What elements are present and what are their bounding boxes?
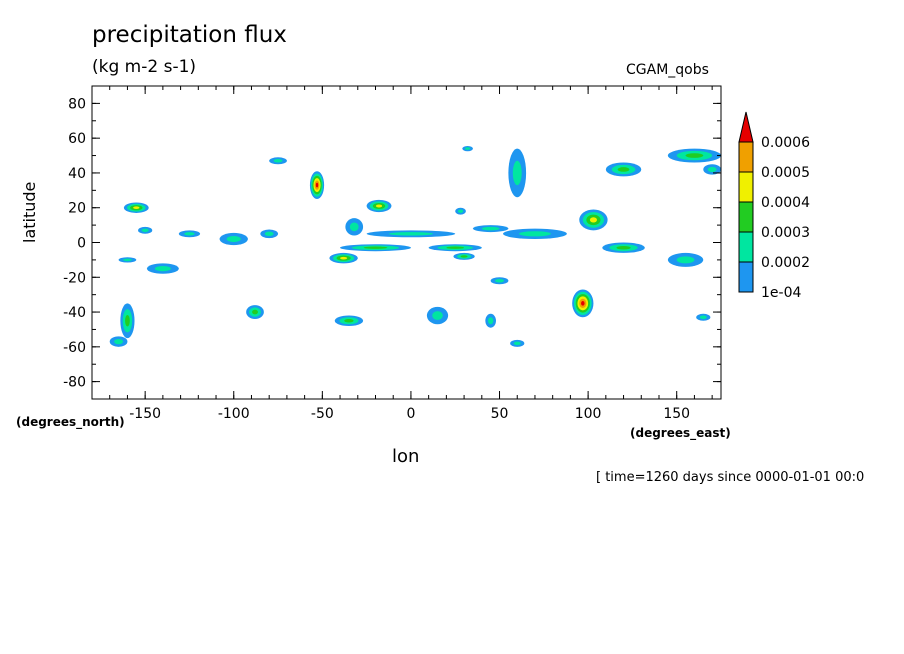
x-tick-label: -150 — [129, 406, 161, 422]
y-tick-label: 20 — [68, 201, 86, 217]
contour-region-25-1 — [707, 166, 717, 173]
contour-region-19-3 — [589, 217, 597, 223]
source-label: CGAM_qobs — [626, 62, 709, 78]
plot-frame — [91, 85, 722, 400]
time-info: [ time=1260 days since 0000-01-01 00:0 — [596, 470, 865, 485]
legend-label: 1e-04 — [761, 285, 801, 301]
contour-region-9-3 — [375, 204, 383, 208]
legend-label: 0.0002 — [761, 255, 810, 271]
x-tick-label: 0 — [406, 406, 415, 422]
contour-region-11-1 — [388, 232, 434, 236]
x-coord-label: (degrees_east) — [630, 426, 731, 440]
legend-label: 0.0005 — [761, 165, 810, 181]
contour-region-26-1 — [495, 279, 504, 283]
y-tick-label: -60 — [63, 340, 86, 356]
contour-region-10-1 — [349, 222, 359, 232]
contour-region-14-2 — [446, 246, 465, 249]
contour-region-20-5 — [581, 301, 585, 306]
contour-region-6-1 — [264, 231, 274, 236]
contour-region-2-1 — [123, 258, 132, 262]
contour-region-12-2 — [363, 246, 388, 249]
contour-region-33-1 — [513, 341, 521, 346]
contour-region-15-2 — [460, 255, 468, 258]
legend-arrow — [738, 111, 754, 143]
x-axis-label: lon — [392, 446, 420, 467]
contour-region-34-1 — [464, 147, 471, 150]
contour-region-3-1 — [154, 265, 171, 272]
contour-region-27-2 — [125, 314, 130, 327]
contour-region-30-2 — [344, 319, 354, 323]
contour-region-31-1 — [432, 311, 443, 320]
contour-region-0-3 — [133, 206, 140, 210]
legend-swatch — [738, 261, 754, 293]
contour-region-32-1 — [488, 317, 494, 325]
contour-region-1-1 — [141, 228, 149, 233]
x-tick-label: 100 — [575, 406, 602, 422]
contour-region-13-3 — [340, 256, 348, 260]
legend-label: 0.0006 — [761, 135, 810, 151]
contour-region-17-1 — [519, 231, 551, 237]
contour-region-18-1 — [512, 160, 522, 186]
contour-region-28-1 — [114, 339, 124, 345]
y-tick-label: 40 — [68, 166, 86, 182]
legend-swatch — [738, 171, 754, 203]
legend-swatch — [738, 201, 754, 233]
contour-region-22-1 — [676, 256, 695, 264]
legend-swatch — [738, 231, 754, 263]
chart-title: precipitation flux — [92, 22, 287, 48]
contour-region-5-1 — [226, 235, 241, 243]
contour-region-24-2 — [685, 153, 704, 158]
chart-units: (kg m-2 s-1) — [92, 57, 197, 77]
x-tick-label: -50 — [311, 406, 334, 422]
contour-region-35-1 — [699, 315, 707, 320]
y-tick-label: -40 — [63, 305, 86, 321]
contour-region-4-1 — [184, 232, 195, 236]
legend-label: 0.0004 — [761, 195, 810, 211]
x-tick-label: 50 — [491, 406, 509, 422]
y-tick-label: 60 — [68, 131, 86, 147]
contour-region-21-2 — [616, 245, 631, 250]
legend-swatch — [738, 141, 754, 173]
y-coord-label: (degrees_north) — [16, 415, 125, 429]
y-tick-label: -20 — [63, 270, 86, 286]
legend-label: 0.0003 — [761, 225, 810, 241]
contour-region-23-2 — [617, 167, 630, 172]
contour-region-7-1 — [273, 159, 283, 163]
x-tick-label: -100 — [218, 406, 250, 422]
y-tick-label: 0 — [77, 236, 86, 252]
contour-region-8-5 — [315, 182, 319, 188]
contour-region-36-1 — [457, 209, 464, 213]
contour-region-29-2 — [252, 309, 258, 315]
y-tick-label: -80 — [63, 375, 86, 391]
contour-region-16-1 — [481, 226, 500, 231]
x-tick-label: 150 — [663, 406, 690, 422]
y-tick-label: 80 — [68, 96, 86, 112]
